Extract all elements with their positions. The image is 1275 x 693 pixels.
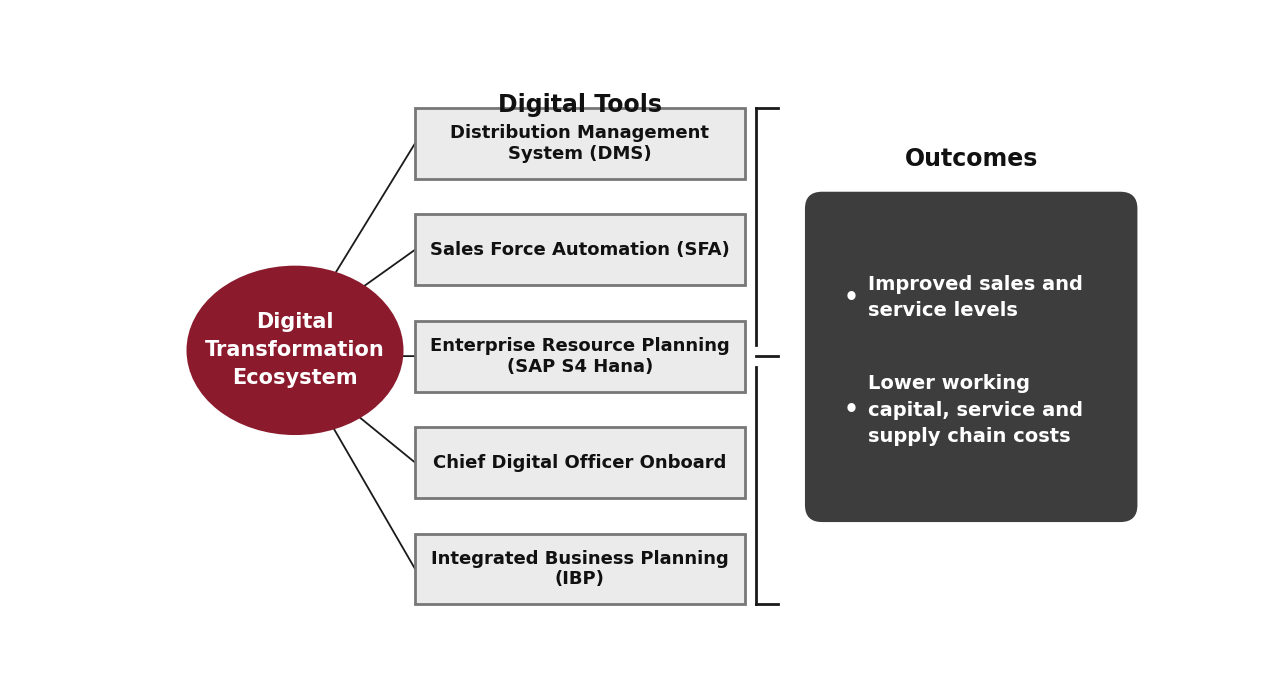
FancyBboxPatch shape	[416, 534, 745, 604]
Text: Sales Force Automation (SFA): Sales Force Automation (SFA)	[430, 240, 729, 258]
Text: Outcomes: Outcomes	[905, 147, 1038, 170]
FancyBboxPatch shape	[805, 192, 1137, 522]
Text: Improved sales and
service levels: Improved sales and service levels	[868, 275, 1084, 320]
Text: Lower working
capital, service and
supply chain costs: Lower working capital, service and suppl…	[868, 374, 1084, 446]
Text: Digital Tools: Digital Tools	[497, 93, 662, 116]
FancyBboxPatch shape	[416, 108, 745, 179]
Text: Chief Digital Officer Onboard: Chief Digital Officer Onboard	[434, 454, 727, 471]
Text: Integrated Business Planning
(IBP): Integrated Business Planning (IBP)	[431, 550, 729, 588]
Ellipse shape	[186, 265, 403, 435]
FancyBboxPatch shape	[416, 427, 745, 498]
Text: •: •	[844, 286, 858, 310]
Text: •: •	[844, 398, 858, 422]
FancyBboxPatch shape	[416, 321, 745, 392]
FancyBboxPatch shape	[416, 214, 745, 285]
Text: Distribution Management
System (DMS): Distribution Management System (DMS)	[450, 124, 709, 163]
Text: Digital
Transformation
Ecosystem: Digital Transformation Ecosystem	[205, 313, 385, 388]
Text: Enterprise Resource Planning
(SAP S4 Hana): Enterprise Resource Planning (SAP S4 Han…	[430, 337, 729, 376]
